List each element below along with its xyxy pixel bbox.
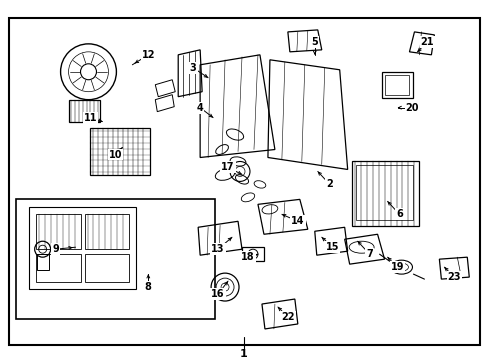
Bar bbox=[381, 72, 413, 98]
Text: 8: 8 bbox=[144, 282, 151, 292]
Bar bbox=[84, 254, 129, 282]
Bar bbox=[384, 75, 408, 95]
Bar bbox=[355, 166, 413, 220]
Text: 6: 6 bbox=[395, 209, 402, 219]
Text: 12: 12 bbox=[141, 50, 155, 60]
Text: 14: 14 bbox=[290, 216, 304, 226]
Bar bbox=[36, 214, 81, 249]
Bar bbox=[84, 214, 129, 249]
Bar bbox=[90, 127, 150, 175]
Text: 10: 10 bbox=[108, 149, 122, 159]
Bar bbox=[351, 162, 419, 226]
Bar bbox=[242, 247, 264, 261]
Text: 20: 20 bbox=[405, 103, 418, 113]
Text: 13: 13 bbox=[211, 244, 224, 254]
Text: 18: 18 bbox=[241, 252, 254, 262]
Text: 16: 16 bbox=[211, 289, 224, 299]
Text: 17: 17 bbox=[221, 162, 234, 172]
Text: 22: 22 bbox=[281, 312, 294, 322]
Bar bbox=[68, 100, 100, 122]
Text: 9: 9 bbox=[52, 244, 59, 254]
Text: 19: 19 bbox=[390, 262, 404, 272]
Text: 2: 2 bbox=[325, 179, 332, 189]
Text: 21: 21 bbox=[420, 37, 433, 47]
Text: 11: 11 bbox=[83, 113, 97, 123]
Bar bbox=[37, 254, 48, 270]
Text: 3: 3 bbox=[189, 63, 196, 73]
Text: 1: 1 bbox=[240, 349, 247, 359]
Text: 4: 4 bbox=[196, 103, 203, 113]
Text: 23: 23 bbox=[447, 272, 460, 282]
Text: 5: 5 bbox=[311, 37, 318, 47]
Bar bbox=[36, 254, 81, 282]
Text: 7: 7 bbox=[366, 249, 372, 259]
Bar bbox=[29, 207, 136, 289]
Bar bbox=[16, 199, 215, 319]
Text: 15: 15 bbox=[325, 242, 339, 252]
